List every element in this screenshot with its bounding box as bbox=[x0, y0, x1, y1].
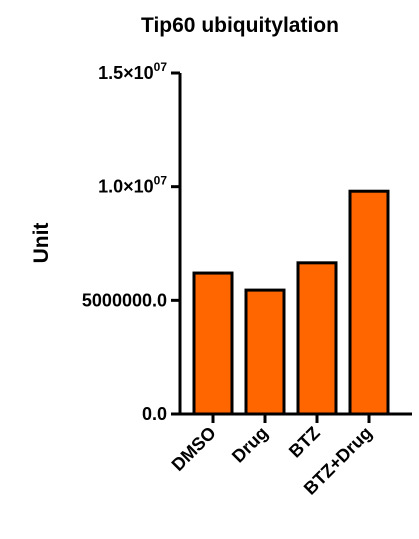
y-tick-label: 0.0 bbox=[142, 404, 167, 424]
y-tick-exponent: 07 bbox=[154, 174, 168, 188]
y-tick-label: 5000000.0 bbox=[82, 290, 167, 310]
bar-dmso bbox=[192, 271, 234, 416]
chart-title: Tip60 ubiquitylation bbox=[141, 14, 339, 37]
y-tick-base: 0.0 bbox=[142, 404, 167, 424]
y-axis-label: Unit bbox=[30, 223, 53, 264]
bar-drug bbox=[244, 288, 286, 416]
y-tick-label: 1.5×1007 bbox=[98, 60, 167, 83]
x-tick-label: BTZ bbox=[285, 423, 324, 462]
y-tick-base: 5000000.0 bbox=[82, 290, 167, 310]
y-tick-exponent: 07 bbox=[154, 60, 168, 74]
x-tick-label: Drug bbox=[228, 423, 272, 467]
y-tick-base: 1.5×10 bbox=[98, 63, 154, 83]
x-tick-label: DMSO bbox=[168, 423, 220, 475]
y-tick-base: 1.0×10 bbox=[98, 177, 154, 197]
bars-group bbox=[192, 189, 390, 416]
y-tick-label: 1.0×1007 bbox=[98, 174, 167, 197]
bar-btz bbox=[296, 261, 338, 416]
bar-btz-drug bbox=[348, 189, 390, 416]
